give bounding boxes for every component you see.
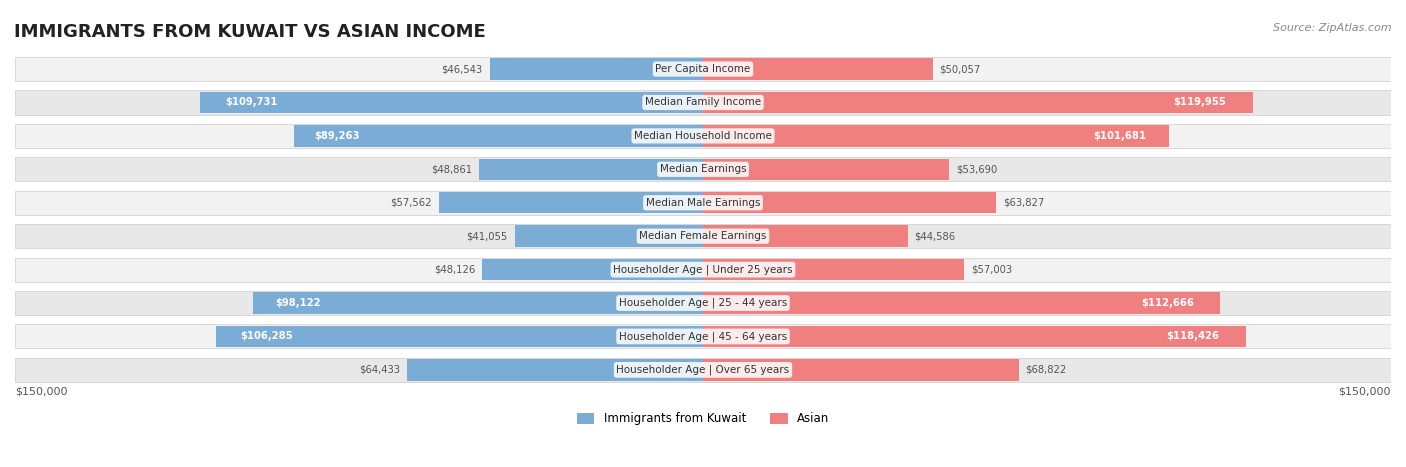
FancyBboxPatch shape xyxy=(15,291,1391,315)
FancyBboxPatch shape xyxy=(15,358,1391,382)
Text: $112,666: $112,666 xyxy=(1142,298,1194,308)
Text: $41,055: $41,055 xyxy=(467,231,508,241)
Text: $106,285: $106,285 xyxy=(240,332,292,341)
FancyBboxPatch shape xyxy=(482,259,703,280)
Text: Householder Age | Under 25 years: Householder Age | Under 25 years xyxy=(613,264,793,275)
Text: $89,263: $89,263 xyxy=(314,131,360,141)
Text: Median Family Income: Median Family Income xyxy=(645,98,761,107)
FancyBboxPatch shape xyxy=(15,258,1391,282)
Text: $57,003: $57,003 xyxy=(972,265,1012,275)
FancyBboxPatch shape xyxy=(703,259,965,280)
Text: Householder Age | Over 65 years: Householder Age | Over 65 years xyxy=(616,365,790,375)
FancyBboxPatch shape xyxy=(489,58,703,80)
Text: $46,543: $46,543 xyxy=(441,64,482,74)
Text: $68,822: $68,822 xyxy=(1025,365,1067,375)
FancyBboxPatch shape xyxy=(439,192,703,213)
Text: $64,433: $64,433 xyxy=(360,365,401,375)
Text: $48,861: $48,861 xyxy=(430,164,472,174)
Text: $150,000: $150,000 xyxy=(1339,387,1391,396)
FancyBboxPatch shape xyxy=(408,359,703,381)
Text: IMMIGRANTS FROM KUWAIT VS ASIAN INCOME: IMMIGRANTS FROM KUWAIT VS ASIAN INCOME xyxy=(14,23,486,42)
Text: $44,586: $44,586 xyxy=(914,231,956,241)
Text: $118,426: $118,426 xyxy=(1166,332,1219,341)
FancyBboxPatch shape xyxy=(15,57,1391,81)
Text: $50,057: $50,057 xyxy=(939,64,981,74)
Text: $98,122: $98,122 xyxy=(276,298,321,308)
FancyBboxPatch shape xyxy=(200,92,703,113)
Text: $53,690: $53,690 xyxy=(956,164,997,174)
Text: Median Male Earnings: Median Male Earnings xyxy=(645,198,761,208)
FancyBboxPatch shape xyxy=(15,91,1391,114)
FancyBboxPatch shape xyxy=(15,224,1391,248)
FancyBboxPatch shape xyxy=(15,191,1391,215)
FancyBboxPatch shape xyxy=(703,125,1170,147)
FancyBboxPatch shape xyxy=(515,226,703,247)
FancyBboxPatch shape xyxy=(703,326,1246,347)
Text: $109,731: $109,731 xyxy=(225,98,277,107)
FancyBboxPatch shape xyxy=(703,192,995,213)
Text: Householder Age | 25 - 44 years: Householder Age | 25 - 44 years xyxy=(619,298,787,308)
FancyBboxPatch shape xyxy=(479,159,703,180)
Text: $150,000: $150,000 xyxy=(15,387,67,396)
FancyBboxPatch shape xyxy=(703,359,1019,381)
FancyBboxPatch shape xyxy=(703,92,1253,113)
Text: Median Household Income: Median Household Income xyxy=(634,131,772,141)
FancyBboxPatch shape xyxy=(215,326,703,347)
Text: $63,827: $63,827 xyxy=(1002,198,1043,208)
FancyBboxPatch shape xyxy=(15,325,1391,348)
Text: $57,562: $57,562 xyxy=(391,198,432,208)
Text: Median Earnings: Median Earnings xyxy=(659,164,747,174)
FancyBboxPatch shape xyxy=(253,292,703,314)
FancyBboxPatch shape xyxy=(703,292,1220,314)
Text: Median Female Earnings: Median Female Earnings xyxy=(640,231,766,241)
Text: Source: ZipAtlas.com: Source: ZipAtlas.com xyxy=(1274,23,1392,33)
Text: Per Capita Income: Per Capita Income xyxy=(655,64,751,74)
Text: $48,126: $48,126 xyxy=(434,265,475,275)
FancyBboxPatch shape xyxy=(703,58,932,80)
Text: $119,955: $119,955 xyxy=(1173,98,1226,107)
FancyBboxPatch shape xyxy=(15,157,1391,181)
FancyBboxPatch shape xyxy=(703,226,907,247)
Text: $101,681: $101,681 xyxy=(1092,131,1146,141)
FancyBboxPatch shape xyxy=(15,124,1391,148)
Legend: Immigrants from Kuwait, Asian: Immigrants from Kuwait, Asian xyxy=(572,408,834,430)
FancyBboxPatch shape xyxy=(703,159,949,180)
Text: Householder Age | 45 - 64 years: Householder Age | 45 - 64 years xyxy=(619,331,787,342)
FancyBboxPatch shape xyxy=(294,125,703,147)
